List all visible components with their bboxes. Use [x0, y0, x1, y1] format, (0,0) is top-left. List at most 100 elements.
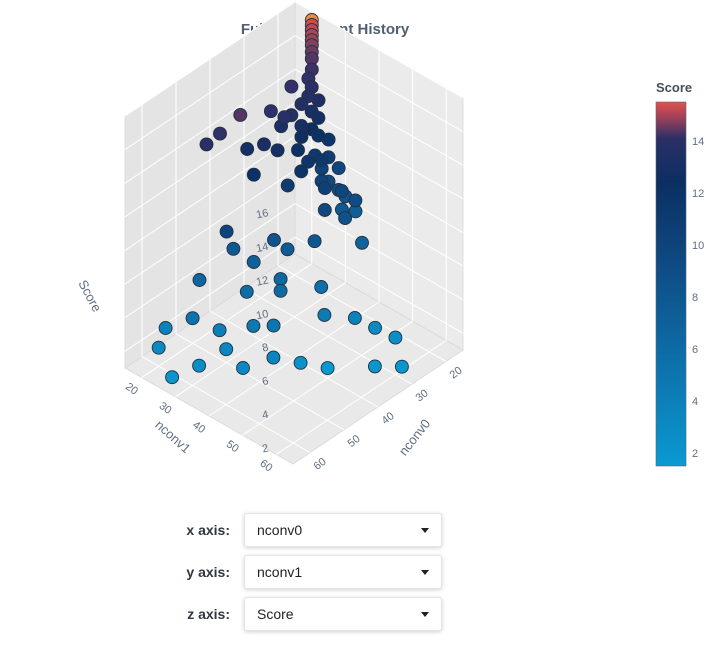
- data-point[interactable]: [246, 318, 261, 333]
- x-axis-title: nconv0: [396, 416, 434, 458]
- colorbar-tick-label: 12: [692, 188, 704, 200]
- data-point[interactable]: [368, 320, 383, 335]
- data-point[interactable]: [317, 203, 332, 217]
- data-point[interactable]: [239, 284, 254, 299]
- data-point[interactable]: [236, 361, 250, 375]
- data-point[interactable]: [212, 323, 227, 338]
- x-tick-label: 20: [448, 365, 465, 382]
- data-point[interactable]: [311, 110, 326, 125]
- x-axis-dropdown[interactable]: nconv0: [244, 513, 442, 547]
- colorbar-tick-label: 8: [692, 292, 698, 304]
- y-tick-label: 60: [257, 458, 274, 475]
- data-point[interactable]: [270, 143, 285, 158]
- colorbar-tick-label: 14: [692, 136, 704, 148]
- data-point[interactable]: [348, 193, 363, 208]
- y-axis-dropdown[interactable]: nconv1: [244, 555, 442, 589]
- scatter-3d-chart[interactable]: Full Experiment History 2030405060203040…: [0, 0, 714, 500]
- z-axis-title: Score: [75, 277, 104, 314]
- colorbar: Score 2 4 6 8 10 12 14: [655, 80, 704, 467]
- data-point[interactable]: [317, 181, 332, 196]
- data-point[interactable]: [280, 242, 295, 257]
- data-point[interactable]: [192, 273, 207, 287]
- data-point[interactable]: [355, 235, 369, 250]
- data-point[interactable]: [294, 129, 309, 144]
- data-point[interactable]: [266, 318, 281, 333]
- data-point[interactable]: [331, 161, 346, 176]
- data-point[interactable]: [317, 308, 332, 322]
- axis-controls: x axis: nconv0 y axis: nconv1 z axis: Sc…: [150, 512, 470, 638]
- colorbar-tick-label: 2: [692, 448, 698, 460]
- data-point[interactable]: [263, 104, 278, 119]
- x-axis-value: nconv0: [257, 522, 303, 538]
- data-point[interactable]: [151, 340, 166, 355]
- data-point[interactable]: [314, 280, 329, 294]
- gridline: [242, 320, 413, 436]
- z-tick-label: 4: [261, 409, 269, 422]
- data-point[interactable]: [294, 164, 309, 179]
- data-point[interactable]: [233, 107, 248, 122]
- data-point[interactable]: [199, 137, 214, 152]
- data-point[interactable]: [273, 283, 288, 298]
- data-point[interactable]: [273, 272, 288, 287]
- x-axis-label: x axis:: [186, 522, 230, 538]
- data-point[interactable]: [226, 241, 241, 256]
- z-tick-label: 12: [255, 274, 269, 288]
- data-point[interactable]: [280, 178, 295, 193]
- data-point[interactable]: [291, 143, 305, 158]
- gridline: [124, 203, 296, 319]
- colorbar-tick-label: 10: [692, 240, 704, 252]
- data-point[interactable]: [246, 255, 261, 269]
- chevron-down-icon: [421, 527, 429, 533]
- y-axis-title: nconv1: [152, 417, 193, 456]
- y-tick-label: 30: [157, 400, 174, 417]
- data-point[interactable]: [165, 370, 180, 385]
- z-axis-value: Score: [257, 606, 294, 622]
- z-axis-control: z axis: Score: [150, 596, 470, 632]
- data-point[interactable]: [185, 311, 200, 326]
- colorbar-gradient: [655, 101, 687, 467]
- data-point[interactable]: [257, 137, 271, 152]
- gridline: [294, 203, 464, 301]
- gridline: [124, 1, 296, 117]
- gridline: [294, 68, 464, 166]
- data-point[interactable]: [334, 184, 349, 198]
- x-tick-label: 40: [380, 410, 397, 427]
- data-point[interactable]: [277, 110, 292, 125]
- data-point[interactable]: [294, 97, 309, 112]
- data-point[interactable]: [320, 361, 335, 376]
- data-point[interactable]: [213, 126, 227, 141]
- data-point[interactable]: [394, 359, 409, 374]
- gridline: [294, 236, 464, 334]
- data-point[interactable]: [219, 342, 234, 357]
- z-tick-label: 14: [255, 241, 269, 255]
- x-tick-label: 60: [312, 456, 329, 473]
- data-point[interactable]: [267, 233, 281, 247]
- chevron-down-icon: [421, 569, 429, 575]
- data-point[interactable]: [246, 167, 261, 182]
- data-point[interactable]: [314, 153, 329, 168]
- data-point[interactable]: [266, 350, 281, 365]
- data-point[interactable]: [219, 224, 234, 239]
- x-tick-label: 30: [414, 387, 431, 404]
- data-point[interactable]: [307, 234, 322, 249]
- data-point[interactable]: [293, 355, 308, 370]
- data-point[interactable]: [301, 154, 316, 169]
- gridline: [294, 135, 464, 233]
- data-point[interactable]: [388, 330, 403, 345]
- z-axis-dropdown[interactable]: Score: [244, 597, 442, 631]
- gridline: [275, 339, 447, 455]
- data-point[interactable]: [347, 311, 362, 325]
- z-tick-label: 8: [261, 342, 269, 355]
- data-point[interactable]: [338, 211, 353, 226]
- data-point[interactable]: [311, 128, 326, 143]
- data-point[interactable]: [284, 79, 299, 94]
- data-point[interactable]: [240, 142, 255, 156]
- gridline: [124, 35, 296, 151]
- gridline: [294, 1, 464, 99]
- z-axis-label: z axis:: [187, 606, 230, 622]
- data-point[interactable]: [192, 358, 207, 373]
- gridline: [124, 68, 296, 184]
- data-point[interactable]: [158, 321, 173, 335]
- data-point[interactable]: [367, 359, 382, 374]
- plot-scene[interactable]: 20 30 40 50 60 20 30 40 50 60 2 4 6 8 10 12 14 16 nconv0 nc…: [75, 1, 465, 475]
